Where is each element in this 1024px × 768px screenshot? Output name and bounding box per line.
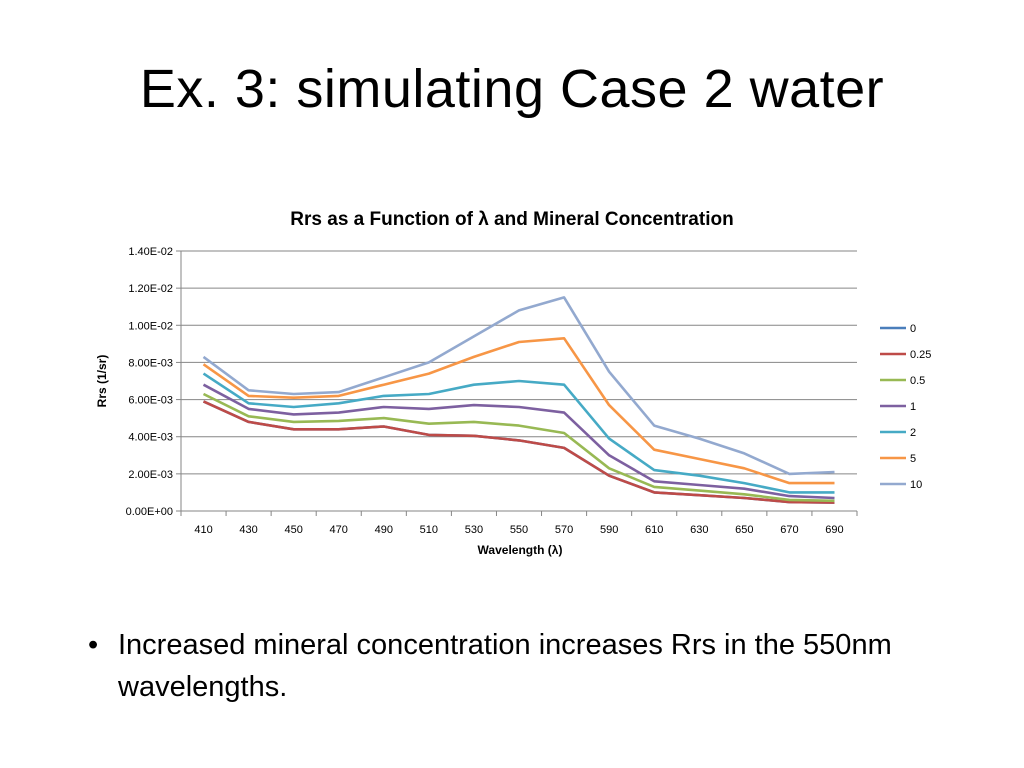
legend-label: 5 — [910, 453, 916, 465]
x-tick-label: 530 — [465, 524, 483, 536]
y-tick-label: 1.00E-02 — [128, 320, 173, 332]
series-line-1 — [202, 383, 835, 500]
x-tick-label: 450 — [284, 524, 302, 536]
y-tick-label: 4.00E-03 — [128, 432, 173, 444]
x-tick-label: 490 — [375, 524, 393, 536]
y-tick-label: 0.00E+00 — [126, 506, 173, 518]
y-tick-label: 6.00E-03 — [128, 395, 173, 407]
legend: 0 0.25 0.5 1 2 5 10 — [880, 323, 931, 491]
series-line-0.5 — [202, 392, 835, 503]
bullet-point: • Increased mineral concentration increa… — [88, 624, 948, 708]
x-tick-label: 670 — [780, 524, 798, 536]
series-line-10 — [202, 296, 835, 476]
series-line-5 — [202, 336, 835, 485]
gridlines — [181, 250, 857, 475]
x-tick-label: 590 — [600, 524, 618, 536]
x-axis-label: Wavelength (λ) — [478, 543, 563, 557]
axes — [176, 250, 858, 516]
line-chart: Rrs as a Function of λ and Mineral Conce… — [95, 209, 931, 557]
x-tick-label: 430 — [239, 524, 257, 536]
y-axis-label: Rrs (1/sr) — [95, 355, 109, 408]
legend-label: 10 — [910, 479, 922, 491]
bullet-marker: • — [88, 629, 99, 661]
x-tick-label: 570 — [555, 524, 573, 536]
x-tick-label: 470 — [330, 524, 348, 536]
legend-label: 2 — [910, 427, 916, 439]
x-tick-labels: 410 430 450 470 490 510 530 550 570 590 610 630 650 6… — [194, 524, 843, 536]
x-tick-label: 510 — [420, 524, 438, 536]
y-tick-label: 8.00E-03 — [128, 357, 173, 369]
x-tick-label: 610 — [645, 524, 663, 536]
legend-label: 0 — [910, 323, 916, 335]
chart-title: Rrs as a Function of λ and Mineral Conce… — [290, 209, 733, 230]
y-tick-label: 1.20E-02 — [128, 283, 173, 295]
series-line-2 — [202, 372, 835, 494]
legend-label: 1 — [910, 401, 916, 413]
x-tick-label: 550 — [510, 524, 528, 536]
series-lines — [202, 296, 835, 504]
x-tick-label: 650 — [735, 524, 753, 536]
bullet-text: Increased mineral concentration increase… — [118, 629, 892, 703]
y-tick-label: 2.00E-03 — [128, 469, 173, 481]
x-tick-label: 410 — [194, 524, 212, 536]
x-tick-label: 630 — [690, 524, 708, 536]
legend-label: 0.5 — [910, 375, 925, 387]
legend-label: 0.25 — [910, 349, 931, 361]
series-line-0.25 — [202, 400, 835, 504]
y-tick-labels: 0.00E+00 2.00E-03 4.00E-03 6.00E-03 8.00E-03… — [126, 246, 173, 518]
slide-title: Ex. 3: simulating Case 2 water — [139, 59, 885, 119]
x-tick-label: 690 — [825, 524, 843, 536]
y-tick-label: 1.40E-02 — [128, 246, 173, 258]
